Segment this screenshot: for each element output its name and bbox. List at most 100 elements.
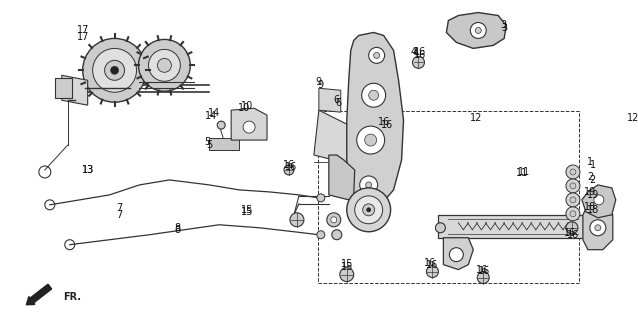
Circle shape: [362, 204, 375, 216]
Circle shape: [566, 222, 578, 234]
Text: 9: 9: [318, 80, 324, 90]
Bar: [318, 111, 579, 283]
Text: 16: 16: [380, 120, 393, 130]
Text: 19: 19: [587, 190, 599, 200]
Text: 5: 5: [204, 137, 211, 147]
Circle shape: [110, 66, 119, 74]
Circle shape: [570, 211, 576, 217]
Text: 16: 16: [476, 265, 489, 275]
Circle shape: [355, 196, 383, 224]
Polygon shape: [55, 78, 71, 98]
Circle shape: [475, 28, 481, 34]
Circle shape: [317, 231, 325, 239]
Text: 11: 11: [516, 168, 528, 178]
Circle shape: [594, 195, 604, 205]
Polygon shape: [447, 12, 506, 48]
Text: 13: 13: [82, 165, 94, 175]
Text: 16: 16: [414, 47, 427, 57]
Text: 16: 16: [564, 228, 576, 238]
Circle shape: [566, 193, 580, 207]
Circle shape: [340, 268, 353, 282]
Circle shape: [449, 248, 463, 262]
Circle shape: [149, 49, 181, 81]
Circle shape: [327, 213, 341, 227]
Circle shape: [570, 197, 576, 203]
Circle shape: [365, 134, 376, 146]
Text: 18: 18: [587, 205, 599, 215]
Circle shape: [217, 121, 225, 129]
Circle shape: [105, 60, 124, 80]
Polygon shape: [209, 138, 239, 150]
Circle shape: [566, 165, 580, 179]
Text: 8: 8: [174, 223, 181, 233]
Text: 16: 16: [567, 230, 579, 240]
Text: 4: 4: [412, 48, 419, 58]
Circle shape: [566, 179, 580, 193]
Circle shape: [566, 207, 580, 221]
Circle shape: [284, 165, 294, 175]
Circle shape: [366, 182, 372, 188]
Polygon shape: [314, 110, 359, 165]
Text: 7: 7: [117, 210, 122, 220]
Text: 16: 16: [426, 260, 438, 270]
Text: 16: 16: [378, 117, 390, 127]
Text: 15: 15: [241, 207, 253, 217]
Text: 16: 16: [283, 160, 295, 170]
Circle shape: [347, 188, 390, 232]
FancyArrow shape: [26, 284, 52, 305]
Text: 11: 11: [518, 167, 530, 177]
Polygon shape: [582, 185, 616, 218]
Polygon shape: [62, 75, 87, 105]
Polygon shape: [231, 108, 267, 140]
Circle shape: [426, 266, 438, 277]
Text: 2: 2: [587, 172, 593, 182]
Text: 6: 6: [334, 95, 340, 105]
Text: 1: 1: [587, 157, 593, 167]
Circle shape: [595, 225, 601, 231]
Text: 3: 3: [500, 20, 507, 30]
Circle shape: [158, 58, 172, 72]
Text: 15: 15: [341, 262, 353, 272]
Circle shape: [332, 230, 342, 240]
Circle shape: [138, 39, 190, 91]
Circle shape: [317, 194, 325, 202]
Text: 16: 16: [478, 266, 491, 276]
Circle shape: [362, 83, 385, 107]
Text: 10: 10: [238, 103, 250, 113]
Text: 6: 6: [336, 98, 342, 108]
Circle shape: [331, 217, 337, 223]
Circle shape: [360, 176, 378, 194]
Circle shape: [374, 52, 380, 58]
Circle shape: [83, 38, 147, 102]
Text: 18: 18: [584, 202, 596, 212]
Circle shape: [93, 48, 137, 92]
Circle shape: [413, 56, 424, 68]
Text: 9: 9: [316, 77, 322, 87]
Polygon shape: [583, 205, 613, 250]
Text: 12: 12: [627, 113, 638, 123]
Circle shape: [243, 121, 255, 133]
Polygon shape: [319, 88, 341, 112]
Circle shape: [367, 208, 371, 212]
Text: FR.: FR.: [63, 292, 81, 301]
Text: 1: 1: [590, 160, 596, 170]
Text: 12: 12: [470, 113, 482, 123]
Text: 10: 10: [241, 101, 253, 111]
Text: 15: 15: [241, 205, 253, 215]
Text: 7: 7: [117, 203, 122, 213]
Polygon shape: [443, 238, 473, 270]
Text: 17: 17: [77, 26, 89, 36]
Polygon shape: [438, 215, 588, 238]
Text: 16: 16: [285, 162, 297, 172]
Circle shape: [477, 272, 489, 284]
Text: 3: 3: [501, 23, 507, 34]
Text: 14: 14: [205, 111, 218, 121]
Text: 5: 5: [206, 140, 212, 150]
Text: 13: 13: [82, 165, 94, 175]
Polygon shape: [329, 155, 355, 200]
Text: 16: 16: [414, 50, 427, 60]
Text: 16: 16: [424, 258, 436, 268]
Text: 17: 17: [77, 32, 89, 43]
Circle shape: [570, 169, 576, 175]
Text: 19: 19: [584, 187, 596, 197]
